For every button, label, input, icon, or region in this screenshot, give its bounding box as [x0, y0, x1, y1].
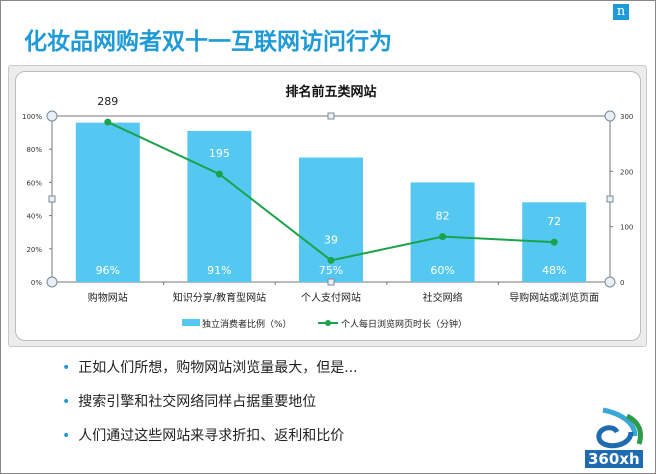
line-data-label: 195: [209, 147, 230, 160]
bar: [187, 130, 252, 282]
bar-data-label: 60%: [430, 264, 454, 277]
bar-data-label: 96%: [96, 264, 120, 277]
chart-title: 排名前五类网站: [285, 84, 376, 100]
bar-data-label: 48%: [542, 264, 566, 277]
bar: [75, 122, 140, 282]
category-label: 个人支付网站: [301, 291, 361, 304]
right-tick-label: 0: [620, 279, 624, 287]
resize-handle: [604, 110, 616, 122]
bullet-list: 正如人们所想，购物网站浏览量最大，但是... 搜索引擎和社交网络同样占据重要地位…: [62, 357, 358, 459]
legend-line-label: 个人每日浏览网页时长（分钟）: [341, 318, 467, 330]
bullet-item: 人们通过这些网站来寻求折扣、返利和比价: [62, 425, 358, 459]
line-point: [439, 233, 447, 241]
left-tick-label: 40%: [26, 213, 42, 221]
legend-bar-label: 独立消费者比例（%）: [202, 318, 292, 330]
legend-bar-swatch: [182, 319, 200, 326]
right-tick-label: 300: [620, 113, 633, 121]
left-tick-label: 80%: [26, 146, 42, 154]
category-label: 导购网站或浏览页面: [509, 291, 599, 304]
left-tick-label: 20%: [26, 246, 42, 254]
line-data-label: 72: [547, 215, 561, 228]
bullet-item: 搜索引擎和社交网络同样占据重要地位: [62, 391, 358, 425]
right-tick-label: 200: [620, 168, 633, 176]
line-data-label: 82: [436, 210, 450, 223]
bullet-item: 正如人们所想，购物网站浏览量最大，但是...: [62, 357, 357, 391]
category-label: 知识分享/教育型网站: [173, 291, 266, 304]
chart: 排名前五类网站 0% 20% 40% 60% 80% 100% 0 100 200 300 96% 购物…: [22, 84, 633, 330]
left-tick-label: 0%: [31, 279, 42, 287]
legend-line-marker: [325, 320, 331, 326]
resize-handle: [46, 110, 58, 122]
resize-handle: [46, 276, 58, 288]
site-logo: 360xh: [583, 404, 653, 470]
line-point: [104, 118, 112, 126]
line-data-label: 39: [324, 233, 338, 246]
left-tick-label: 100%: [22, 113, 42, 121]
line-point: [327, 256, 335, 264]
bar-data-label: 75%: [319, 264, 343, 277]
line-point: [215, 170, 223, 178]
category-label: 购物网站: [88, 291, 128, 304]
left-tick-label: 60%: [26, 179, 42, 187]
slide-title: 化妆品网购者双十一互联网访问行为: [24, 29, 392, 55]
resize-handle: [606, 195, 614, 203]
resize-handle: [327, 112, 335, 120]
right-tick-label: 100: [620, 224, 633, 232]
bar: [410, 182, 475, 282]
resize-handle: [327, 278, 335, 286]
brand-logo: n: [613, 4, 629, 20]
bar-data-label: 91%: [207, 264, 231, 277]
resize-handle: [604, 276, 616, 288]
logo-text: 360xh: [585, 450, 643, 468]
swirl-logo-icon: [596, 407, 643, 449]
category-label: 社交网络: [423, 291, 463, 304]
resize-handle: [48, 195, 56, 203]
line-data-label: 289: [97, 95, 118, 108]
line-point: [550, 238, 558, 246]
